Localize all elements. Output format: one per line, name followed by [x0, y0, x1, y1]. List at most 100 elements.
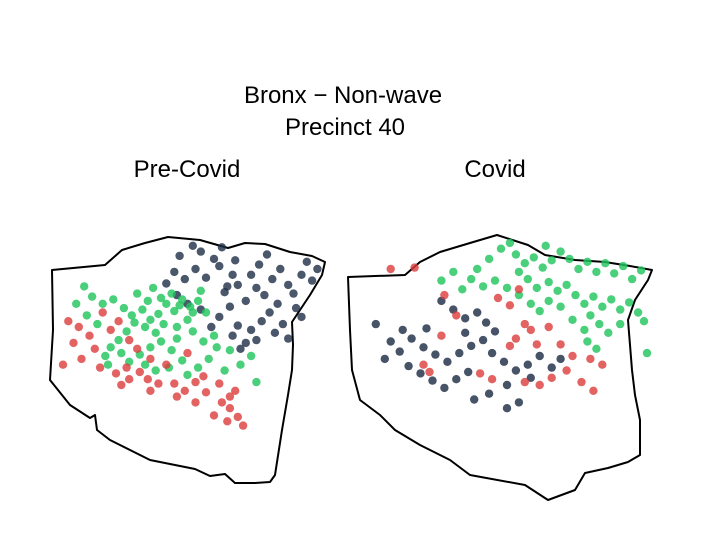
data-point-green-covid — [642, 348, 652, 358]
data-point-green-pre-covid — [151, 366, 160, 375]
data-point-green-pre-covid — [212, 343, 221, 352]
data-point-red-covid — [577, 377, 586, 387]
data-point-red-pre-covid — [180, 386, 189, 395]
data-point-red-covid — [514, 285, 524, 294]
data-point-green-pre-covid — [167, 289, 176, 298]
data-point-green-pre-covid — [127, 311, 136, 320]
data-point-green-covid — [568, 315, 577, 324]
data-point-dark-pre-covid — [228, 331, 237, 340]
data-point-dark-pre-covid — [201, 273, 211, 282]
data-point-dark-pre-covid — [252, 283, 261, 293]
data-point-red-covid — [475, 369, 485, 378]
figure-title-line1: Bronx − Non-wave — [244, 82, 442, 109]
data-point-red-pre-covid — [106, 325, 115, 335]
data-point-dark-pre-covid — [265, 308, 274, 317]
data-point-green-covid — [467, 274, 476, 284]
data-point-green-pre-covid — [178, 356, 187, 365]
data-point-green-covid — [523, 274, 532, 284]
data-point-dark-covid — [490, 327, 500, 336]
data-point-red-pre-covid — [58, 360, 68, 369]
data-point-red-covid — [452, 311, 461, 320]
scatter-points-covid — [371, 238, 652, 413]
data-point-green-pre-covid — [106, 343, 115, 352]
data-point-green-pre-covid — [188, 308, 197, 317]
data-point-dark-covid — [461, 328, 470, 337]
data-point-dark-covid — [380, 354, 389, 364]
data-point-red-pre-covid — [117, 380, 126, 390]
data-point-dark-covid — [481, 318, 491, 327]
data-point-green-covid — [449, 267, 458, 277]
data-point-green-pre-covid — [146, 343, 155, 352]
data-point-red-covid — [535, 380, 544, 390]
data-point-red-covid — [532, 340, 541, 349]
data-point-red-covid — [562, 366, 571, 375]
data-point-green-covid — [580, 325, 589, 335]
data-point-green-pre-covid — [209, 331, 219, 340]
data-point-green-pre-covid — [201, 308, 211, 317]
data-point-green-covid — [502, 283, 512, 293]
data-point-dark-pre-covid — [180, 274, 189, 284]
data-point-dark-pre-covid — [241, 338, 250, 348]
data-point-green-pre-covid — [252, 377, 261, 387]
data-point-dark-pre-covid — [307, 276, 317, 285]
data-point-red-covid — [505, 341, 515, 351]
data-point-red-covid — [511, 334, 521, 343]
data-point-dark-covid — [470, 395, 479, 404]
data-point-green-pre-covid — [159, 319, 168, 329]
data-point-green-pre-covid — [172, 322, 182, 332]
data-point-dark-pre-covid — [284, 280, 293, 290]
data-point-dark-pre-covid — [260, 290, 269, 300]
data-point-green-pre-covid — [193, 296, 203, 306]
data-point-dark-pre-covid — [225, 302, 235, 311]
data-point-dark-pre-covid — [231, 256, 240, 265]
data-point-dark-covid — [371, 319, 380, 329]
data-point-green-covid — [437, 276, 446, 285]
data-point-red-covid — [487, 375, 497, 384]
data-point-dark-pre-covid — [207, 322, 216, 332]
data-point-dark-pre-covid — [313, 264, 322, 274]
precinct-boundary-covid — [347, 234, 653, 501]
data-point-dark-covid — [461, 314, 470, 323]
data-point-red-pre-covid — [209, 411, 219, 420]
data-point-red-pre-covid — [125, 375, 134, 384]
data-point-green-covid — [484, 254, 494, 264]
data-point-green-pre-covid — [154, 309, 163, 319]
data-point-green-covid — [571, 290, 580, 300]
data-point-green-pre-covid — [101, 351, 110, 361]
data-point-green-covid — [556, 302, 565, 311]
data-point-dark-covid — [398, 325, 407, 335]
data-point-dark-covid — [556, 354, 565, 364]
data-point-red-covid — [505, 301, 515, 310]
data-point-red-pre-covid — [69, 338, 78, 348]
data-point-red-pre-covid — [223, 417, 232, 426]
data-point-green-pre-covid — [80, 282, 89, 291]
data-point-green-pre-covid — [98, 299, 107, 308]
data-point-red-covid — [386, 264, 395, 274]
data-point-dark-covid — [455, 348, 464, 358]
data-point-red-pre-covid — [154, 379, 163, 388]
data-point-red-covid — [425, 367, 434, 377]
data-point-green-covid — [627, 274, 637, 284]
data-point-green-pre-covid — [193, 363, 203, 372]
data-point-red-pre-covid — [111, 369, 121, 378]
data-point-red-pre-covid — [125, 335, 134, 345]
data-point-dark-covid — [464, 367, 473, 377]
data-point-dark-pre-covid — [215, 312, 224, 322]
data-point-red-pre-covid — [191, 377, 200, 387]
map-panel-pre-covid: Pre-Covid — [49, 156, 326, 484]
data-point-green-covid — [556, 247, 565, 256]
data-point-green-pre-covid — [199, 337, 208, 346]
data-point-red-pre-covid — [146, 386, 155, 395]
data-point-green-covid — [526, 299, 535, 308]
data-point-green-covid — [601, 259, 610, 268]
figure-title-line2: Precinct 40 — [285, 114, 405, 141]
data-point-green-covid — [633, 308, 643, 317]
data-point-green-covid — [490, 276, 500, 285]
data-point-green-covid — [547, 256, 556, 265]
data-point-dark-pre-covid — [170, 267, 179, 277]
data-point-green-covid — [496, 244, 506, 253]
data-point-dark-pre-covid — [233, 321, 242, 330]
data-point-red-pre-covid — [162, 360, 171, 369]
data-point-green-pre-covid — [82, 311, 92, 320]
scatter-points-pre-covid — [58, 241, 322, 430]
